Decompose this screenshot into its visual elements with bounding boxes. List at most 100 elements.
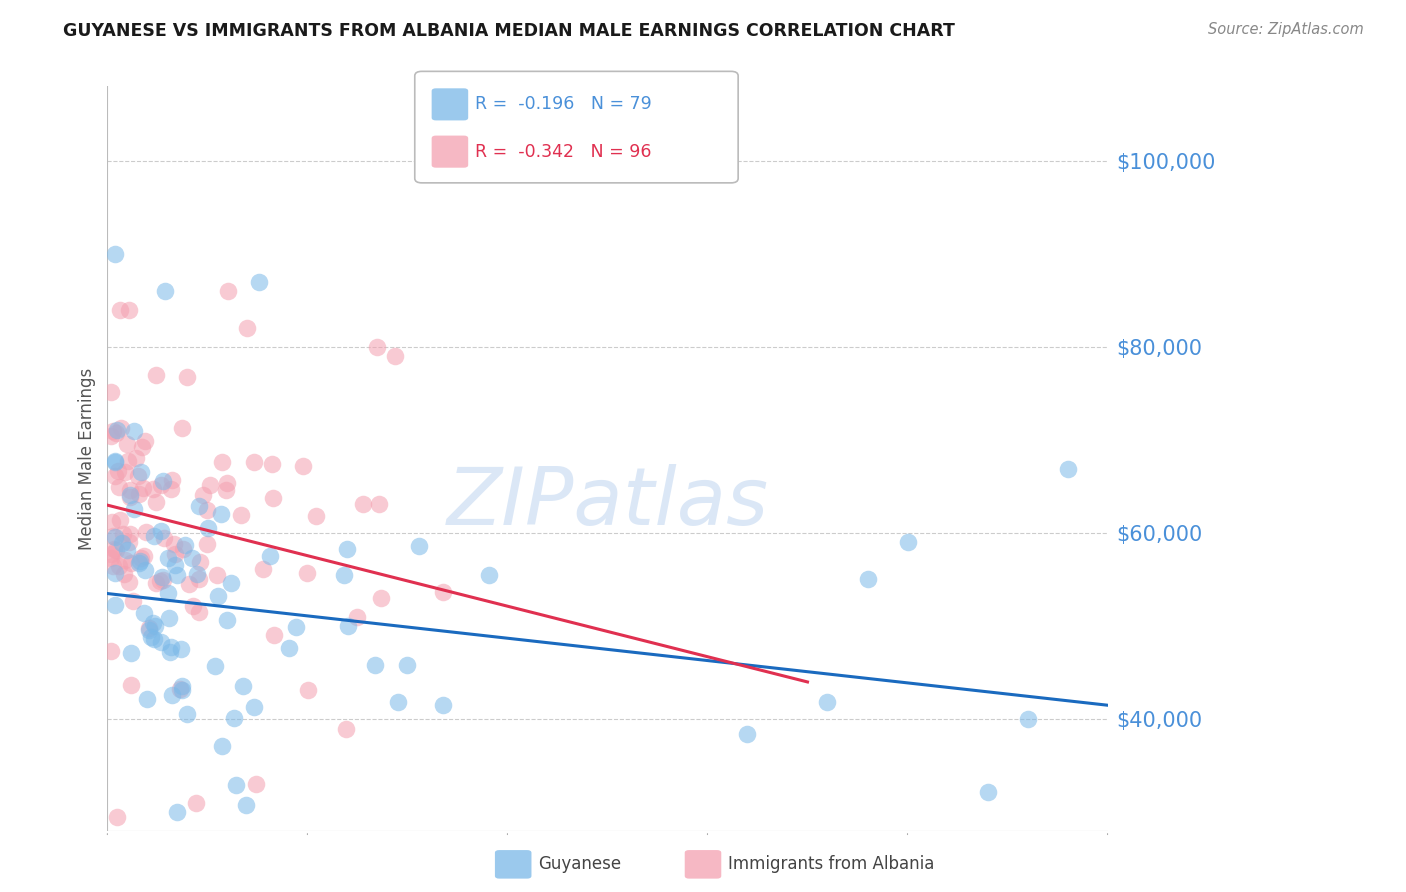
Point (145, 575, 167, 590)
Point (108, 480, 131, 494)
Point (131, 466, 153, 480)
Point (150, 569, 173, 583)
Point (181, 599, 204, 613)
Point (166, 805, 188, 820)
Point (366, 340, 388, 354)
Point (112, 566, 135, 581)
Point (478, 567, 501, 582)
Point (111, 536, 134, 550)
Point (122, 501, 145, 516)
Point (118, 574, 141, 589)
Point (259, 549, 281, 564)
Point (134, 606, 156, 620)
Point (204, 659, 226, 673)
Point (432, 698, 454, 712)
Point (285, 619, 308, 633)
Point (114, 465, 136, 479)
Point (108, 513, 131, 527)
Point (118, 535, 141, 549)
Point (104, 454, 127, 468)
Point (120, 488, 142, 502)
Point (101, 529, 124, 543)
Point (195, 503, 218, 517)
Point (387, 695, 409, 709)
Point (207, 589, 229, 603)
Point (364, 657, 387, 672)
Point (173, 538, 195, 552)
Point (153, 531, 176, 545)
Point (128, 556, 150, 570)
Point (120, 527, 142, 541)
Point (333, 568, 356, 582)
Point (188, 555, 211, 569)
Point (247, 275, 270, 289)
Point (149, 635, 172, 649)
Point (100, 429, 122, 443)
Point (336, 618, 359, 632)
Point (209, 508, 232, 522)
Point (232, 679, 254, 693)
Point (107, 464, 129, 478)
Point (105, 810, 128, 824)
Point (128, 553, 150, 567)
Point (101, 515, 124, 529)
Point (219, 575, 242, 590)
Point (896, 534, 918, 549)
Point (170, 682, 193, 697)
Point (138, 621, 160, 635)
Point (159, 645, 181, 659)
Point (103, 559, 125, 574)
Point (263, 628, 285, 642)
Point (104, 468, 127, 483)
Point (336, 541, 359, 556)
Point (163, 548, 186, 562)
Point (131, 440, 153, 454)
Point (157, 611, 180, 625)
Point (166, 568, 188, 582)
Point (737, 726, 759, 740)
Point (187, 606, 209, 620)
Point (145, 494, 167, 508)
Point (122, 424, 145, 438)
Point (243, 700, 266, 714)
Point (132, 481, 155, 495)
Point (231, 508, 253, 522)
Point (172, 542, 194, 557)
Point (103, 541, 125, 556)
Point (115, 436, 138, 450)
Point (346, 610, 368, 624)
Point (205, 568, 228, 582)
Point (170, 679, 193, 693)
Text: Immigrants from Albania: Immigrants from Albania (728, 855, 935, 873)
Point (129, 550, 152, 565)
Point (118, 302, 141, 317)
Point (163, 537, 186, 551)
Point (100, 384, 122, 399)
Point (297, 566, 319, 580)
Point (187, 572, 209, 586)
Point (135, 692, 157, 706)
Point (152, 573, 174, 587)
Point (100, 547, 122, 561)
Point (169, 681, 191, 696)
Point (128, 486, 150, 500)
Point (120, 678, 142, 692)
Point (104, 566, 127, 580)
Point (101, 425, 124, 439)
Point (111, 527, 134, 541)
Point (976, 785, 998, 799)
Point (120, 647, 142, 661)
Point (108, 303, 131, 318)
Point (143, 618, 166, 632)
Point (100, 644, 122, 658)
Point (127, 469, 149, 483)
Point (138, 624, 160, 638)
Point (117, 454, 139, 468)
Point (176, 706, 198, 721)
Point (120, 556, 142, 570)
Point (235, 321, 257, 335)
Point (104, 530, 127, 544)
Point (105, 423, 128, 437)
Point (118, 490, 141, 504)
Point (105, 543, 128, 558)
